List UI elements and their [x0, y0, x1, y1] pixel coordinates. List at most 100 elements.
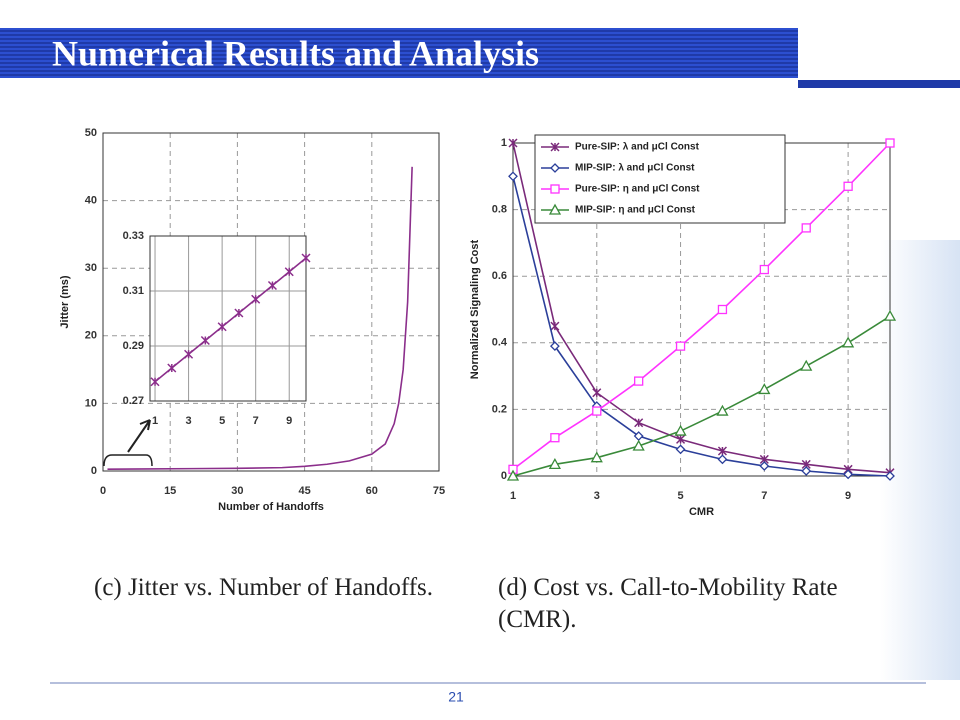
- marker: [759, 264, 769, 275]
- marker: [251, 294, 261, 304]
- marker: [184, 349, 194, 359]
- marker: [885, 138, 895, 148]
- marker: [592, 388, 602, 398]
- marker: [716, 404, 729, 416]
- marker: [675, 444, 686, 455]
- legend-label: MIP-SIP: η and μCl Const: [575, 205, 696, 216]
- x-tick-label: 3: [594, 490, 600, 502]
- plot-frame: [102, 132, 440, 472]
- marker: [549, 341, 560, 352]
- series-line: [154, 257, 307, 383]
- marker: [548, 203, 562, 215]
- marker: [550, 142, 560, 152]
- plot-frame: [149, 235, 307, 402]
- legend-label: Pure-SIP: λ and μCl Const: [575, 142, 700, 153]
- inset-bracket: [103, 454, 153, 467]
- x-tick-label: 5: [219, 415, 225, 427]
- y-axis-label: Normalized Signaling Cost: [469, 239, 481, 379]
- marker: [548, 458, 561, 469]
- plot-background: [150, 236, 306, 401]
- marker: [550, 433, 560, 443]
- x-tick-label: 1: [152, 415, 158, 427]
- x-tick-label: 7: [761, 490, 767, 502]
- marker: [550, 321, 560, 331]
- x-tick-label: 5: [677, 490, 683, 502]
- marker: [284, 267, 294, 277]
- legend-label: MIP-SIP: λ and μCl Const: [575, 163, 695, 174]
- marker: [550, 184, 560, 194]
- y-tick-label: 1: [501, 137, 507, 149]
- marker: [550, 163, 560, 173]
- x-tick-label: 60: [366, 485, 378, 497]
- series-line: [512, 142, 891, 474]
- marker: [717, 446, 727, 456]
- series-line: [512, 315, 891, 477]
- y-tick-label: 10: [85, 397, 97, 409]
- y-tick-label: 0.4: [492, 337, 508, 349]
- marker: [676, 434, 686, 444]
- y-tick-label: 0.6: [492, 270, 507, 282]
- y-tick-label: 0.2: [492, 403, 507, 415]
- x-tick-label: 1: [510, 490, 516, 502]
- marker: [632, 439, 645, 451]
- marker: [506, 469, 520, 481]
- y-tick-label: 0.8: [492, 204, 507, 216]
- y-tick-label: 30: [85, 262, 97, 274]
- marker: [759, 461, 770, 471]
- legend-label: Pure-SIP: η and μCl Const: [575, 184, 700, 195]
- marker: [883, 309, 897, 321]
- marker: [801, 466, 812, 476]
- marker: [843, 469, 854, 480]
- x-tick-label: 45: [298, 485, 310, 497]
- series-line: [512, 142, 891, 470]
- x-tick-label: 9: [845, 490, 851, 502]
- y-tick-label: 0: [501, 470, 507, 482]
- y-tick-label: 40: [85, 195, 97, 207]
- marker: [217, 322, 227, 332]
- page-number: 21: [448, 689, 464, 705]
- marker: [885, 471, 895, 481]
- background-decor: [880, 240, 960, 680]
- marker: [801, 223, 811, 233]
- y-tick-label: 20: [85, 330, 97, 342]
- marker: [267, 280, 277, 291]
- marker: [634, 376, 644, 386]
- x-tick-label: 7: [253, 415, 259, 427]
- marker: [592, 406, 602, 416]
- x-tick-label: 75: [433, 485, 445, 497]
- caption: (d) Cost vs. Call-to-Mobility Rate (CMR)…: [498, 574, 838, 633]
- marker: [717, 304, 728, 315]
- y-tick-label: 0.31: [123, 285, 144, 297]
- marker: [800, 359, 813, 371]
- y-tick-label: 0.29: [123, 340, 144, 352]
- x-tick-label: 9: [286, 415, 292, 427]
- x-axis-label: Number of Handoffs: [218, 501, 324, 513]
- marker: [234, 308, 244, 318]
- series-line: [512, 176, 891, 477]
- marker: [843, 181, 853, 191]
- caption: (c) Jitter vs. Number of Handoffs.: [94, 574, 434, 601]
- y-axis-label: Jitter (ms): [59, 275, 71, 329]
- marker: [200, 335, 210, 346]
- y-tick-label: 0.27: [123, 395, 144, 407]
- marker: [758, 383, 771, 395]
- marker: [150, 377, 160, 387]
- marker: [508, 138, 518, 148]
- title-rule: [798, 80, 960, 88]
- x-tick-label: 15: [164, 485, 176, 497]
- x-axis-label: CMR: [689, 506, 714, 518]
- marker: [842, 336, 855, 348]
- marker: [590, 451, 603, 463]
- marker: [167, 363, 177, 373]
- marker: [717, 454, 728, 465]
- x-tick-label: 3: [186, 415, 192, 427]
- y-tick-label: 50: [85, 127, 97, 139]
- y-tick-label: 0.33: [123, 230, 144, 242]
- inset-arrow: [127, 419, 151, 453]
- y-tick-label: 0: [91, 465, 97, 477]
- marker: [634, 418, 644, 428]
- marker: [674, 424, 687, 436]
